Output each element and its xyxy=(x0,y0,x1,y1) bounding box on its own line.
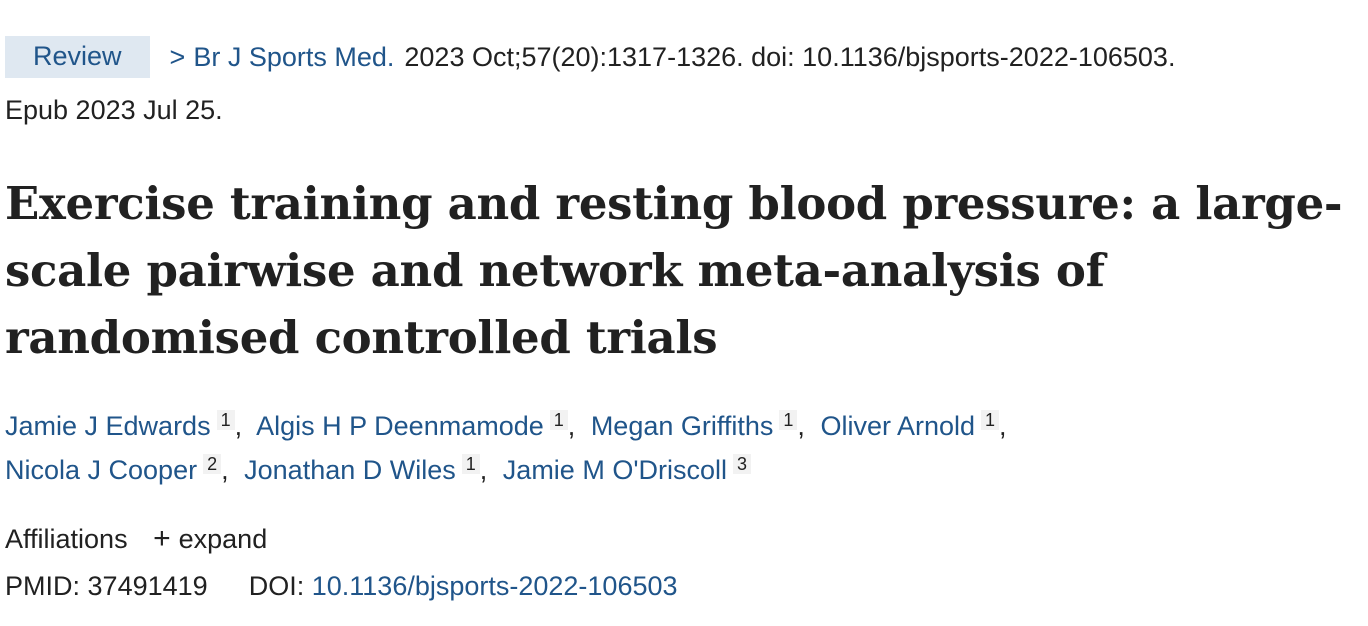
citation-line: Review > Br J Sports Med. 2023 Oct;57(20… xyxy=(5,36,1175,78)
chevron-right-icon[interactable]: > xyxy=(169,41,186,72)
citation-details: 2023 Oct;57(20):1317-1326. doi: 10.1136/… xyxy=(404,41,1176,72)
identifiers-row: PMID: 37491419 DOI: 10.1136/bjsports-202… xyxy=(5,571,678,602)
affiliation-ref[interactable]: 2 xyxy=(203,454,222,474)
authors-list: Jamie J Edwards 1, Algis H P Deenmamode 1,… xyxy=(5,404,1345,492)
affiliations-label: Affiliations xyxy=(5,524,128,554)
affiliation-ref[interactable]: 1 xyxy=(779,410,798,430)
author-item: Oliver Arnold 1, xyxy=(820,410,1007,441)
doi-label: DOI: xyxy=(248,571,305,601)
expand-label: expand xyxy=(178,524,268,554)
affiliation-ref[interactable]: 3 xyxy=(732,454,751,474)
journal-link[interactable]: Br J Sports Med. xyxy=(193,41,395,72)
affiliations-row: Affiliations + expand xyxy=(5,522,267,556)
pmid-value: 37491419 xyxy=(87,571,208,601)
article-title: Exercise training and resting blood pres… xyxy=(5,177,1343,364)
pmid-label: PMID: xyxy=(5,571,81,601)
author-link[interactable]: Jonathan D Wiles xyxy=(244,455,456,485)
author-link[interactable]: Nicola J Cooper xyxy=(5,455,198,485)
review-badge: Review xyxy=(5,36,150,78)
affiliation-ref[interactable]: 1 xyxy=(981,410,1000,430)
plus-icon: + xyxy=(153,522,171,555)
author-link[interactable]: Algis H P Deenmamode xyxy=(256,411,544,441)
affiliation-ref[interactable]: 1 xyxy=(461,454,480,474)
author-link[interactable]: Jamie J Edwards xyxy=(5,411,211,441)
epub-date: Epub 2023 Jul 25. xyxy=(5,95,223,125)
author-item: Megan Griffiths 1, xyxy=(590,410,805,441)
author-link[interactable]: Oliver Arnold xyxy=(820,411,976,441)
author-link[interactable]: Jamie M O'Driscoll xyxy=(502,455,727,485)
affiliation-ref[interactable]: 1 xyxy=(549,410,568,430)
author-item: Jonathan D Wiles 1, xyxy=(244,454,488,485)
author-item: Algis H P Deenmamode 1, xyxy=(256,410,576,441)
affiliation-ref[interactable]: 1 xyxy=(216,410,235,430)
author-item: Jamie J Edwards 1, xyxy=(5,410,243,441)
author-item: Jamie M O'Driscoll 3 xyxy=(502,454,751,485)
author-link[interactable]: Megan Griffiths xyxy=(590,411,774,441)
expand-affiliations-button[interactable]: + expand xyxy=(153,522,268,555)
doi-link[interactable]: 10.1136/bjsports-2022-106503 xyxy=(311,571,678,601)
author-item: Nicola J Cooper 2, xyxy=(5,454,229,485)
